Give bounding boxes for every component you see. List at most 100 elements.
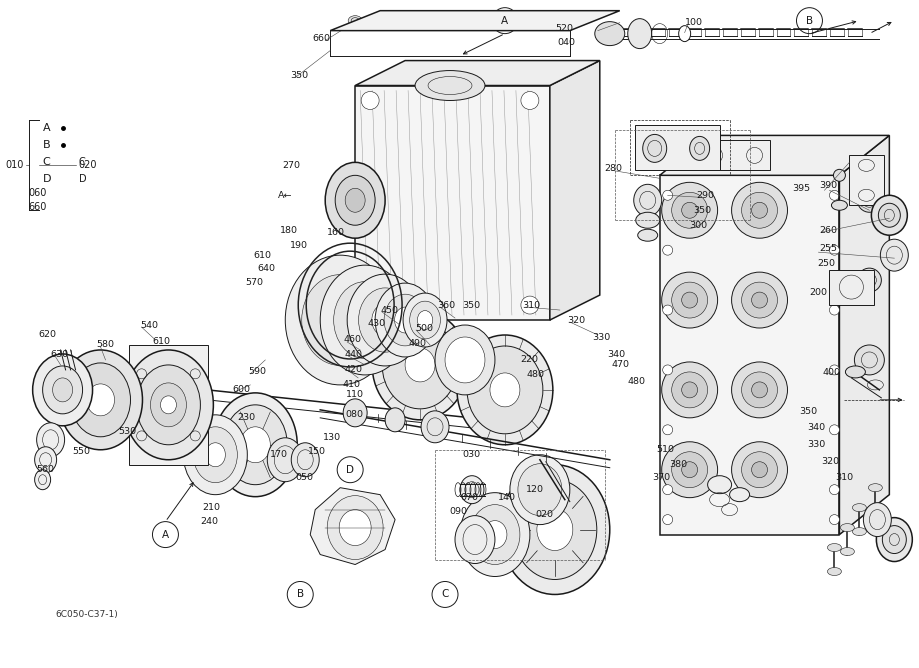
Text: 540: 540 bbox=[141, 321, 158, 329]
Text: 270: 270 bbox=[282, 161, 301, 170]
Ellipse shape bbox=[830, 365, 839, 375]
Text: A: A bbox=[42, 124, 51, 134]
Text: 620: 620 bbox=[39, 331, 57, 339]
Ellipse shape bbox=[845, 366, 866, 378]
Ellipse shape bbox=[732, 442, 788, 498]
Text: 300: 300 bbox=[689, 220, 708, 230]
Ellipse shape bbox=[663, 425, 673, 435]
Ellipse shape bbox=[672, 192, 708, 228]
Ellipse shape bbox=[410, 301, 440, 339]
Text: 610: 610 bbox=[254, 250, 271, 260]
Text: 390: 390 bbox=[820, 181, 837, 190]
Ellipse shape bbox=[405, 348, 435, 382]
Ellipse shape bbox=[470, 504, 520, 564]
Ellipse shape bbox=[682, 462, 698, 478]
Ellipse shape bbox=[435, 325, 495, 395]
Text: 470: 470 bbox=[612, 361, 630, 369]
Ellipse shape bbox=[285, 255, 395, 385]
Bar bbox=[355, 86, 550, 320]
Ellipse shape bbox=[642, 134, 666, 162]
Ellipse shape bbox=[663, 485, 673, 495]
Ellipse shape bbox=[742, 282, 777, 318]
Text: 020: 020 bbox=[535, 510, 553, 519]
Text: 050: 050 bbox=[295, 473, 313, 482]
Text: 500: 500 bbox=[415, 323, 433, 333]
Ellipse shape bbox=[638, 229, 658, 241]
Text: 060: 060 bbox=[28, 188, 47, 198]
Bar bbox=[849, 156, 884, 205]
Ellipse shape bbox=[830, 514, 839, 524]
Ellipse shape bbox=[863, 502, 891, 536]
Polygon shape bbox=[839, 136, 890, 534]
Text: 590: 590 bbox=[248, 367, 267, 377]
Ellipse shape bbox=[483, 520, 507, 548]
Text: 370: 370 bbox=[652, 473, 671, 482]
Text: 040: 040 bbox=[558, 38, 576, 47]
Ellipse shape bbox=[682, 382, 698, 398]
Ellipse shape bbox=[42, 366, 83, 414]
Text: 360: 360 bbox=[437, 301, 455, 309]
Ellipse shape bbox=[394, 307, 415, 333]
Ellipse shape bbox=[752, 382, 767, 398]
Text: C: C bbox=[441, 589, 448, 599]
Ellipse shape bbox=[460, 493, 530, 576]
Text: 560: 560 bbox=[37, 465, 54, 474]
Text: 100: 100 bbox=[685, 18, 703, 27]
Ellipse shape bbox=[325, 162, 385, 238]
Ellipse shape bbox=[37, 423, 64, 457]
Text: B: B bbox=[806, 15, 813, 25]
Text: D: D bbox=[346, 465, 354, 475]
Text: D: D bbox=[42, 174, 51, 184]
Ellipse shape bbox=[348, 15, 362, 25]
Text: 190: 190 bbox=[290, 240, 308, 250]
Bar bbox=[699, 140, 769, 170]
Text: 660: 660 bbox=[312, 34, 330, 43]
Ellipse shape bbox=[500, 465, 610, 595]
Ellipse shape bbox=[541, 15, 555, 25]
Text: 255: 255 bbox=[820, 244, 837, 253]
Text: 490: 490 bbox=[408, 339, 426, 349]
Ellipse shape bbox=[490, 373, 520, 407]
Text: 400: 400 bbox=[823, 369, 841, 377]
Text: 350: 350 bbox=[694, 206, 712, 214]
Text: 460: 460 bbox=[343, 335, 361, 345]
Text: 310: 310 bbox=[835, 473, 854, 482]
Ellipse shape bbox=[742, 452, 777, 488]
Ellipse shape bbox=[334, 282, 397, 359]
Text: 570: 570 bbox=[245, 278, 264, 287]
Text: 480: 480 bbox=[628, 377, 646, 386]
Ellipse shape bbox=[388, 15, 403, 25]
Ellipse shape bbox=[853, 528, 867, 536]
Bar bbox=[830, 270, 874, 305]
Text: 250: 250 bbox=[818, 259, 835, 268]
Text: B: B bbox=[297, 589, 304, 599]
Ellipse shape bbox=[184, 415, 247, 495]
Ellipse shape bbox=[708, 476, 732, 494]
Text: C: C bbox=[42, 158, 51, 168]
Ellipse shape bbox=[403, 293, 447, 347]
Text: 010: 010 bbox=[6, 160, 24, 170]
Ellipse shape bbox=[732, 182, 788, 238]
Text: A: A bbox=[502, 15, 508, 25]
Ellipse shape bbox=[513, 480, 596, 579]
Text: 140: 140 bbox=[498, 493, 516, 502]
Ellipse shape bbox=[827, 544, 842, 552]
Text: 410: 410 bbox=[342, 380, 360, 389]
Ellipse shape bbox=[663, 365, 673, 375]
Ellipse shape bbox=[732, 362, 788, 418]
Ellipse shape bbox=[335, 175, 375, 225]
Ellipse shape bbox=[830, 425, 839, 435]
Ellipse shape bbox=[663, 190, 673, 200]
Text: 260: 260 bbox=[820, 226, 837, 234]
Text: 330: 330 bbox=[592, 333, 610, 343]
Ellipse shape bbox=[855, 345, 884, 375]
Bar bbox=[129, 345, 209, 465]
Ellipse shape bbox=[508, 15, 522, 25]
Ellipse shape bbox=[663, 245, 673, 255]
Ellipse shape bbox=[347, 274, 423, 366]
Text: 020: 020 bbox=[79, 160, 97, 170]
Ellipse shape bbox=[320, 265, 410, 375]
Ellipse shape bbox=[384, 294, 426, 346]
Ellipse shape bbox=[510, 455, 570, 524]
Ellipse shape bbox=[880, 239, 908, 271]
